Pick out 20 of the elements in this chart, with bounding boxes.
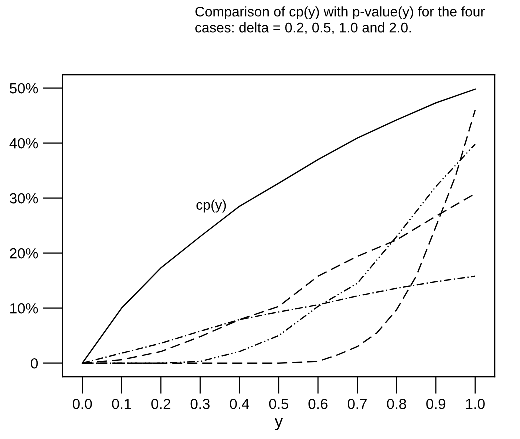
y-tick-label: 10% bbox=[10, 303, 38, 314]
x-tick-label: 0.3 bbox=[190, 399, 210, 410]
x-tick-label: 0.9 bbox=[426, 399, 446, 410]
x-tick-label: 0.5 bbox=[269, 399, 289, 410]
y-tick-label: 30% bbox=[10, 193, 38, 204]
x-tick-label: 0.6 bbox=[308, 399, 328, 410]
y-tick-label: 20% bbox=[10, 248, 38, 259]
y-tick-label: 40% bbox=[10, 138, 38, 149]
series-label: cp(y) bbox=[196, 200, 226, 213]
y-tick-label: 0 bbox=[31, 358, 38, 369]
chart-title: Comparison of cp(y) with p-value(y) for the four cases: delta = 0.2, 0.5, 1.0 and 2.0. bbox=[196, 6, 485, 34]
x-tick-label: 0.8 bbox=[387, 399, 406, 410]
x-tick-label: 0.7 bbox=[348, 399, 367, 410]
x-axis-title: y bbox=[274, 418, 284, 431]
x-tick-label: 1.0 bbox=[466, 399, 485, 410]
x-tick-label: 0.4 bbox=[230, 399, 250, 410]
x-tick-label: 0.0 bbox=[72, 399, 92, 410]
y-tick-label: 50% bbox=[10, 83, 38, 94]
x-tick-label: 0.2 bbox=[152, 399, 171, 410]
x-tick-label: 0.1 bbox=[112, 399, 132, 410]
